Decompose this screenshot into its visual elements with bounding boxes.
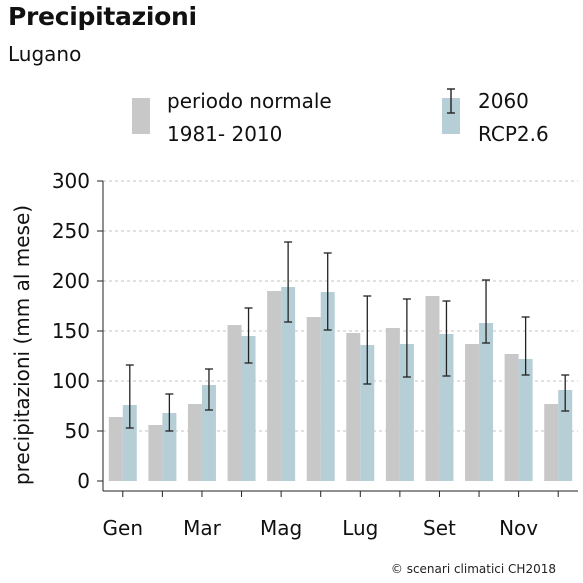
bar-scenario: [439, 334, 454, 481]
x-tick-label: Set: [423, 516, 456, 540]
bar-baseline: [504, 354, 519, 481]
legend-label-baseline-line2: 1981- 2010: [167, 122, 283, 146]
y-tick-label: 50: [65, 419, 90, 443]
bar-scenario: [360, 345, 375, 481]
bar-scenario: [162, 413, 177, 481]
legend-swatch-baseline: [132, 98, 150, 134]
bar-baseline: [544, 404, 559, 481]
bar-baseline: [227, 325, 242, 481]
bar-baseline: [425, 296, 440, 481]
credit-text: © scenari climatici CH2018: [390, 562, 556, 576]
bar-scenario: [241, 336, 256, 481]
bar-baseline: [346, 333, 361, 481]
x-tick-label: Mar: [183, 516, 222, 540]
bar-scenario: [320, 292, 335, 481]
y-tick-label: 0: [77, 469, 90, 493]
y-tick-label: 200: [52, 269, 90, 293]
y-tick-label: 250: [52, 219, 90, 243]
bar-baseline: [267, 291, 282, 481]
chart-subtitle: Lugano: [8, 42, 82, 66]
y-tick-label: 100: [52, 369, 90, 393]
legend-whisker-icon: [447, 88, 455, 114]
bar-baseline: [148, 425, 163, 481]
bar-baseline: [465, 344, 480, 481]
x-tick-label: Mag: [260, 516, 302, 540]
x-tick-label: Nov: [499, 516, 538, 540]
bar-scenario: [201, 385, 216, 481]
x-tick-label: Lug: [342, 516, 378, 540]
bar-scenario: [399, 344, 414, 481]
x-tick-label: Gen: [103, 516, 143, 540]
bar-baseline: [385, 328, 400, 481]
bar-baseline: [306, 317, 321, 481]
y-tick-label: 150: [52, 319, 90, 343]
bar-scenario: [281, 287, 296, 481]
chart-title: Precipitazioni: [8, 2, 197, 31]
bar-baseline: [108, 417, 123, 481]
bar-scenario: [479, 323, 494, 481]
legend-label-baseline-line1: periodo normale: [167, 89, 332, 113]
bar-scenario: [122, 405, 137, 481]
bar-baseline: [187, 404, 202, 481]
legend-label-scenario-line2: RCP2.6: [478, 122, 549, 146]
bar-scenario: [558, 390, 573, 481]
legend-label-scenario-line1: 2060: [478, 89, 529, 113]
y-tick-label: 300: [52, 169, 90, 193]
bar-scenario: [518, 359, 533, 481]
legend-swatch-scenario: [442, 98, 460, 134]
